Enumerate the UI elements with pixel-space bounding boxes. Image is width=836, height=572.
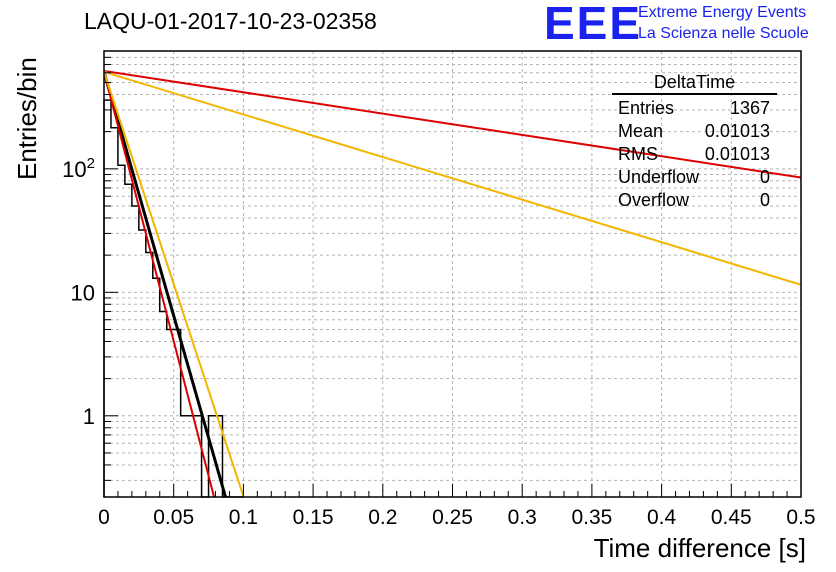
fit-line — [104, 71, 216, 497]
stats-row-entries: Entries 1367 — [612, 97, 777, 120]
stats-value: 0 — [759, 167, 770, 187]
y-tick-label: 102 — [62, 155, 95, 182]
stats-row-overflow: Overflow 0 — [612, 189, 777, 212]
stats-title: DeltaTime — [612, 72, 777, 95]
eee-logo: EEE — [544, 0, 643, 49]
stats-label: Mean — [618, 121, 664, 141]
stats-label: RMS — [618, 144, 658, 164]
y-tick-label: 1 — [83, 404, 95, 429]
y-tick-label: 10 — [71, 280, 95, 305]
x-tick-label: 0.5 — [786, 506, 815, 529]
stats-label: Overflow — [618, 190, 690, 210]
y-axis-label: Entries/bin — [12, 57, 42, 180]
fit-line — [104, 71, 245, 497]
x-tick-label: 0 — [98, 506, 110, 529]
x-axis-label: Time difference [s] — [593, 533, 806, 563]
x-tick-label: 0.15 — [293, 506, 334, 529]
histogram-outline — [103, 99, 244, 498]
x-tick-label: 0.35 — [571, 506, 612, 529]
x-tick-label: 0.25 — [432, 506, 473, 529]
stats-row-mean: Mean 0.01013 — [612, 120, 777, 143]
fit-line — [104, 70, 801, 286]
chart-title: LAQU-01-2017-10-23-02358 — [84, 8, 377, 34]
fit-line — [104, 71, 228, 497]
x-tick-label: 0.45 — [711, 506, 752, 529]
stats-row-rms: RMS 0.01013 — [612, 143, 777, 166]
stats-label: Underflow — [618, 167, 700, 187]
logo-line-1: Extreme Energy Events — [638, 4, 807, 21]
stats-row-underflow: Underflow 0 — [612, 166, 777, 189]
stats-value: 0.01013 — [704, 144, 770, 164]
stats-value: 1367 — [729, 98, 770, 118]
stats-box: DeltaTime Entries 1367 Mean 0.01013 RMS … — [612, 72, 777, 212]
x-tick-label: 0.4 — [647, 506, 677, 529]
stats-label: Entries — [618, 98, 675, 118]
stats-value: 0 — [759, 190, 770, 210]
x-tick-label: 0.3 — [508, 506, 537, 529]
x-tick-label: 0.2 — [368, 506, 397, 529]
logo-line-2: La Scienza nelle Scuole — [638, 25, 809, 42]
fit-line — [104, 69, 801, 179]
x-tick-label: 0.1 — [229, 506, 258, 529]
stats-value: 0.01013 — [704, 121, 770, 141]
x-tick-label: 0.05 — [153, 506, 194, 529]
